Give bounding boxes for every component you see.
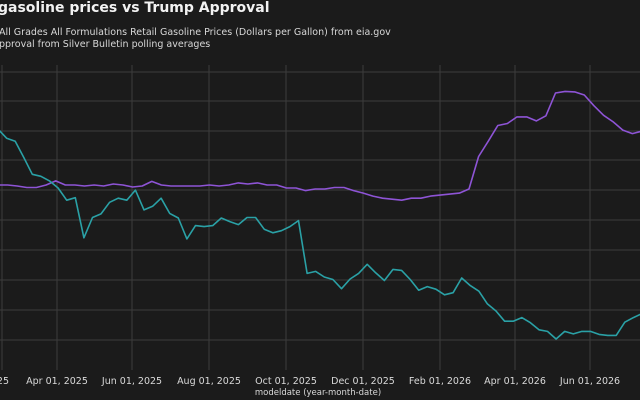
chart-title: gasoline prices vs Trump Approval bbox=[0, 0, 270, 16]
x-tick-label: Jun 01, 2025 bbox=[101, 376, 162, 387]
x-tick-label: 25 bbox=[0, 376, 9, 387]
x-tick-label: Aug 01, 2025 bbox=[177, 376, 241, 387]
x-tick-label: Apr 01, 2026 bbox=[484, 376, 546, 387]
x-tick-label: Apr 01, 2025 bbox=[26, 376, 88, 387]
x-tick-label: Dec 01, 2025 bbox=[331, 376, 395, 387]
chart-subtitle-approval-source: pproval from Silver Bulletin polling ave… bbox=[0, 39, 211, 50]
x-axis-title: modeldate (year-month-date) bbox=[255, 388, 381, 398]
series-lines bbox=[0, 90, 640, 340]
approval-series-line bbox=[0, 90, 640, 201]
gas-price-series-line bbox=[0, 130, 640, 340]
x-tick-label: Jun 01, 2026 bbox=[559, 376, 620, 387]
x-tick-label: Oct 01, 2025 bbox=[255, 376, 317, 387]
x-tick-label: Feb 01, 2026 bbox=[409, 376, 471, 387]
grid-lines bbox=[0, 65, 640, 370]
chart-subtitle-gas-source: All Grades All Formulations Retail Gasol… bbox=[0, 27, 391, 38]
x-tick-labels: 25 Apr 01, 2025 Jun 01, 2025 Aug 01, 2025 Oc… bbox=[0, 376, 620, 387]
